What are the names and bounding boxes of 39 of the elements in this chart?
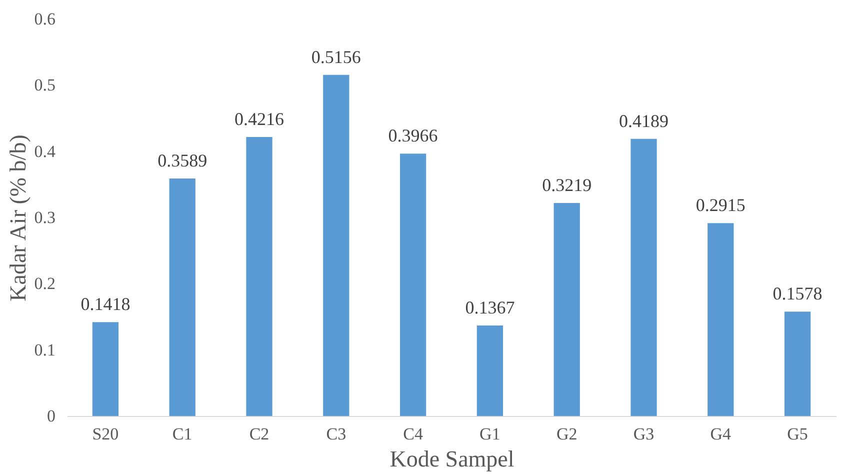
y-tick-label: 0.3 [34,208,56,227]
x-axis-title: Kode Sampel [390,446,514,472]
data-label: 0.4216 [234,109,284,130]
y-tick-label: 0.5 [34,76,56,95]
bar [169,178,196,416]
data-label: 0.1578 [772,284,822,304]
x-tick-label: C2 [249,424,270,444]
x-tick-label: S20 [92,424,119,444]
data-label: 0.3966 [388,126,438,146]
x-tick-label: C4 [403,424,424,444]
bar [92,322,119,416]
data-label: 0.2915 [696,195,746,216]
bar [400,154,426,416]
y-tick-label: 0.1 [34,340,56,360]
x-tick-label: G3 [633,424,654,444]
x-tick-label: G1 [480,424,500,444]
y-tick-label: 0.4 [34,142,56,161]
x-tick-label: G2 [556,424,578,444]
bar [630,138,657,416]
bar [784,312,811,416]
x-tick-label: C3 [326,424,346,444]
data-label: 0.1418 [80,294,130,314]
bar [323,74,350,416]
y-axis-title: Kadar Air (% b/b) [5,134,30,302]
x-tick-label: G4 [710,424,732,444]
data-label: 0.4189 [619,110,668,131]
y-tick-label: 0.6 [34,10,56,28]
data-label: 0.1367 [465,298,515,318]
y-tick-label: 0.2 [34,274,56,294]
y-tick-label: 0 [47,406,56,426]
bar [708,223,734,416]
data-label: 0.3589 [158,150,208,171]
bar [554,203,580,416]
bar [246,137,272,416]
x-tick-label: G5 [787,424,808,444]
bar [476,326,504,416]
data-label: 0.3219 [542,175,592,196]
data-label: 0.5156 [311,46,361,67]
x-tick-label: C1 [172,424,192,444]
